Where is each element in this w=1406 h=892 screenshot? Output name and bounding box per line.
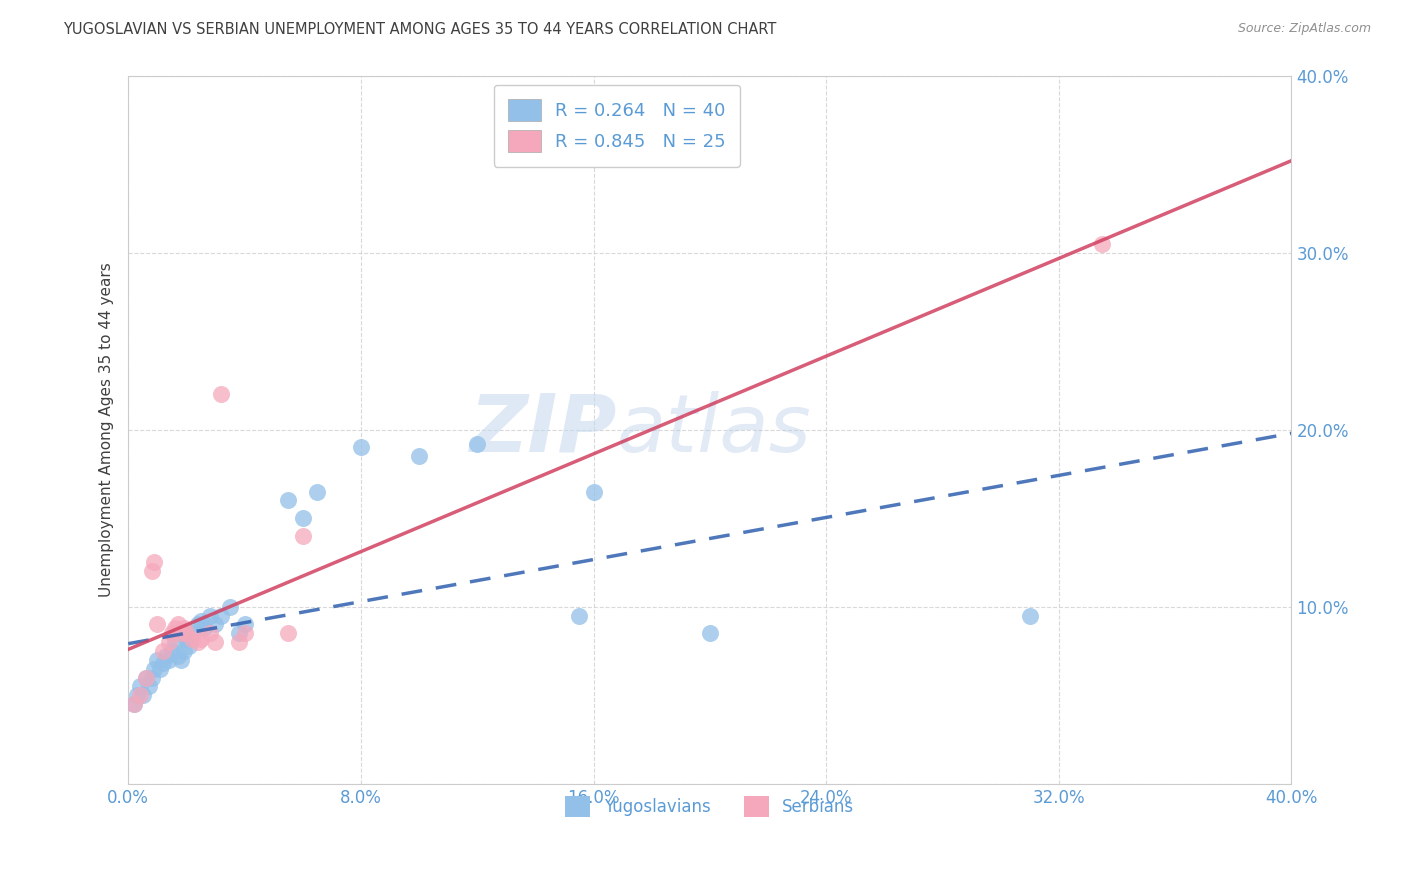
Point <box>193 621 215 635</box>
Point <box>160 626 183 640</box>
Point <box>128 679 150 693</box>
Point <box>146 653 169 667</box>
Point <box>179 639 201 653</box>
Point <box>198 608 221 623</box>
Point <box>157 653 180 667</box>
Point <box>152 644 174 658</box>
Point <box>291 511 314 525</box>
Point <box>166 617 188 632</box>
Point <box>141 564 163 578</box>
Point <box>132 688 155 702</box>
Point <box>228 626 250 640</box>
Point <box>190 632 212 646</box>
Point <box>157 635 180 649</box>
Point <box>155 649 177 664</box>
Point <box>187 617 209 632</box>
Point <box>465 437 488 451</box>
Point <box>169 626 191 640</box>
Legend: Yugoslavians, Serbians: Yugoslavians, Serbians <box>557 788 863 825</box>
Point <box>176 632 198 646</box>
Point <box>277 493 299 508</box>
Point <box>173 621 195 635</box>
Point <box>204 617 226 632</box>
Point <box>141 671 163 685</box>
Point <box>1018 608 1040 623</box>
Point <box>163 635 186 649</box>
Point <box>160 644 183 658</box>
Point <box>143 662 166 676</box>
Y-axis label: Unemployment Among Ages 35 to 44 years: Unemployment Among Ages 35 to 44 years <box>100 262 114 597</box>
Point <box>135 671 157 685</box>
Point <box>122 697 145 711</box>
Point <box>233 617 256 632</box>
Point <box>277 626 299 640</box>
Point <box>173 644 195 658</box>
Point <box>204 635 226 649</box>
Text: Source: ZipAtlas.com: Source: ZipAtlas.com <box>1237 22 1371 36</box>
Point <box>146 617 169 632</box>
Point <box>233 626 256 640</box>
Point <box>291 529 314 543</box>
Point <box>228 635 250 649</box>
Point <box>176 626 198 640</box>
Point <box>125 688 148 702</box>
Point <box>143 556 166 570</box>
Point <box>181 632 204 646</box>
Point <box>163 621 186 635</box>
Point <box>568 608 591 623</box>
Point <box>187 635 209 649</box>
Point <box>699 626 721 640</box>
Point <box>219 599 242 614</box>
Point <box>209 608 232 623</box>
Point <box>181 626 204 640</box>
Point <box>198 626 221 640</box>
Point <box>128 688 150 702</box>
Point <box>408 449 430 463</box>
Text: YUGOSLAVIAN VS SERBIAN UNEMPLOYMENT AMONG AGES 35 TO 44 YEARS CORRELATION CHART: YUGOSLAVIAN VS SERBIAN UNEMPLOYMENT AMON… <box>63 22 776 37</box>
Point <box>350 440 373 454</box>
Point <box>307 484 329 499</box>
Text: ZIP: ZIP <box>470 391 617 468</box>
Point <box>135 671 157 685</box>
Point <box>149 662 172 676</box>
Point <box>122 697 145 711</box>
Point <box>209 387 232 401</box>
Point <box>152 657 174 671</box>
Point <box>166 649 188 664</box>
Point <box>190 614 212 628</box>
Point <box>138 679 160 693</box>
Point <box>169 653 191 667</box>
Point <box>1091 236 1114 251</box>
Point <box>582 484 605 499</box>
Text: atlas: atlas <box>617 391 811 468</box>
